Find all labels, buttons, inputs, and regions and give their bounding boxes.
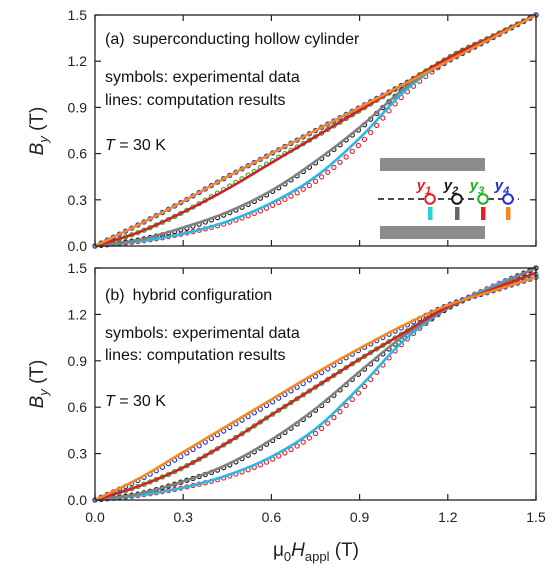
- panel-b-symbols-note: symbols: experimental data: [105, 325, 300, 342]
- y-tick-label: 1.2: [68, 306, 88, 322]
- y-tick-label: 0.3: [68, 192, 88, 208]
- panel-a-lines-note: lines: computation results: [105, 92, 286, 109]
- data-point: [349, 148, 355, 155]
- y-tick-label: 1.2: [68, 53, 88, 69]
- panel-b-marks: [92, 265, 539, 503]
- data-point: [331, 164, 337, 171]
- y-tick-label: 0.0: [68, 492, 88, 508]
- x-tick-label: 0.6: [262, 509, 282, 525]
- panel-a-ylabel: By (T): [27, 107, 51, 156]
- panel-b-ylabel: By (T): [27, 360, 51, 409]
- panel-a-marks: [92, 12, 539, 249]
- data-point: [355, 142, 362, 149]
- data-point: [343, 154, 349, 160]
- probe-marker-y1: [424, 193, 436, 205]
- data-point: [325, 169, 331, 175]
- line-color-swatch-3: [481, 207, 486, 220]
- panel-b-title: hybrid configuration: [133, 287, 273, 304]
- panel-a-frame: [94, 14, 537, 247]
- panel-b-ticks: 0.0 0.3 0.6 0.9 1.2 1.5 0.0 0.3 0.6 0.9 1.2 1.5: [68, 260, 546, 525]
- probe-label-y1: y1: [416, 177, 431, 197]
- panel-b: 0.0 0.3 0.6 0.9 1.2 1.5 0.0 0.3 0.6 0.9 1.2 1.5 (b)…: [27, 260, 546, 564]
- panel-b-temperature: T = 30 K: [105, 393, 166, 410]
- data-point: [331, 414, 337, 421]
- data-point: [318, 174, 325, 180]
- data-point: [361, 136, 368, 142]
- data-point: [288, 446, 294, 453]
- panel-a-computation-line-3: [94, 13, 537, 248]
- data-point: [367, 129, 374, 136]
- data-point: [361, 383, 368, 390]
- x-tick-label: 1.2: [438, 509, 458, 525]
- probe-label-y4: y4: [494, 177, 509, 197]
- y-tick-label: 0.0: [68, 238, 88, 254]
- probe-marker-y4: [502, 193, 514, 205]
- data-point: [337, 409, 343, 415]
- lower-plate: [380, 226, 485, 239]
- probe-marker-y2: [451, 193, 463, 205]
- upper-plate: [380, 158, 485, 171]
- y-tick-label: 0.9: [68, 99, 88, 115]
- panel-b-computation-line-4: [94, 276, 537, 502]
- data-point: [294, 443, 300, 449]
- x-tick-label: 0.9: [350, 509, 370, 525]
- data-point: [312, 430, 319, 437]
- probe-label-y2: y2: [443, 177, 458, 197]
- x-tick-label: 0.0: [85, 509, 105, 525]
- probe-marker-y3: [477, 193, 489, 205]
- y-tick-label: 0.3: [68, 446, 88, 462]
- y-tick-label: 0.6: [68, 146, 88, 162]
- data-point: [300, 439, 306, 445]
- data-point: [300, 186, 306, 192]
- y-tick-label: 0.6: [68, 399, 88, 415]
- y-tick-label: 1.5: [68, 7, 88, 23]
- data-point: [306, 182, 313, 189]
- data-point: [337, 159, 343, 165]
- data-point: [343, 402, 349, 409]
- panel-a-label: (a) superconducting hollow cylinder: [105, 31, 360, 48]
- data-point: [349, 396, 355, 402]
- x-tick-label: 0.3: [173, 509, 193, 525]
- data-point: [282, 450, 288, 456]
- line-color-swatch-1: [428, 207, 433, 220]
- x-tick-label: 1.5: [526, 509, 546, 525]
- x-axis-label: μ0Happl (T): [273, 540, 359, 564]
- y-tick-label: 1.5: [68, 260, 88, 276]
- data-point: [374, 122, 380, 129]
- line-color-swatch-4: [506, 207, 511, 220]
- panel-a: 0.0 0.3 0.6 0.9 1.2 1.5 (a) superconducting ho…: [27, 7, 539, 254]
- data-point: [306, 435, 313, 441]
- data-point: [355, 390, 362, 396]
- panel-b-frame: [94, 267, 537, 501]
- panel-a-ticks: 0.0 0.3 0.6 0.9 1.2 1.5: [68, 7, 537, 254]
- panel-a-symbols-note: symbols: experimental data: [105, 69, 300, 86]
- panel-a-temperature: T = 30 K: [105, 137, 166, 154]
- data-point: [288, 193, 294, 199]
- data-point: [380, 115, 386, 121]
- data-point: [318, 425, 325, 432]
- panel-a-title: superconducting hollow cylinder: [133, 31, 360, 48]
- line-color-swatch-2: [455, 207, 460, 220]
- data-point: [325, 420, 331, 426]
- probe-position-legend: y1 y2 y3 y4: [378, 158, 519, 239]
- data-point: [312, 178, 319, 184]
- probe-label-y3: y3: [469, 177, 484, 197]
- y-tick-label: 0.9: [68, 353, 88, 369]
- panel-b-lines-note: lines: computation results: [105, 347, 286, 364]
- panel-a-computation-line-4: [94, 13, 537, 248]
- panel-b-label: (b) hybrid configuration: [105, 287, 272, 304]
- data-point: [294, 190, 300, 196]
